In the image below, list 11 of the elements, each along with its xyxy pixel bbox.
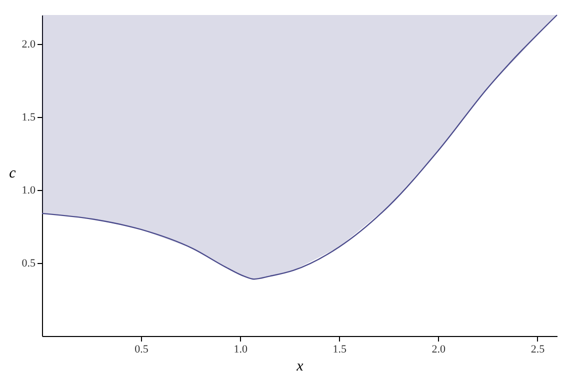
y-axis-title: c [9,166,16,182]
x-tick-label: 2.5 [530,344,546,356]
y-tick-label: 0.5 [22,258,36,270]
x-tick-label: 1.0 [234,344,248,356]
y-tick-label: 1.0 [22,184,36,197]
x-tick-label: 2.0 [432,344,446,356]
y-tick-label: 2.0 [22,38,36,51]
y-tick-label: 1.5 [22,112,36,124]
x-tick-label: 1.5 [332,344,347,356]
x-tick-label: 0.5 [134,344,149,356]
x-axis-title: x [296,358,304,374]
